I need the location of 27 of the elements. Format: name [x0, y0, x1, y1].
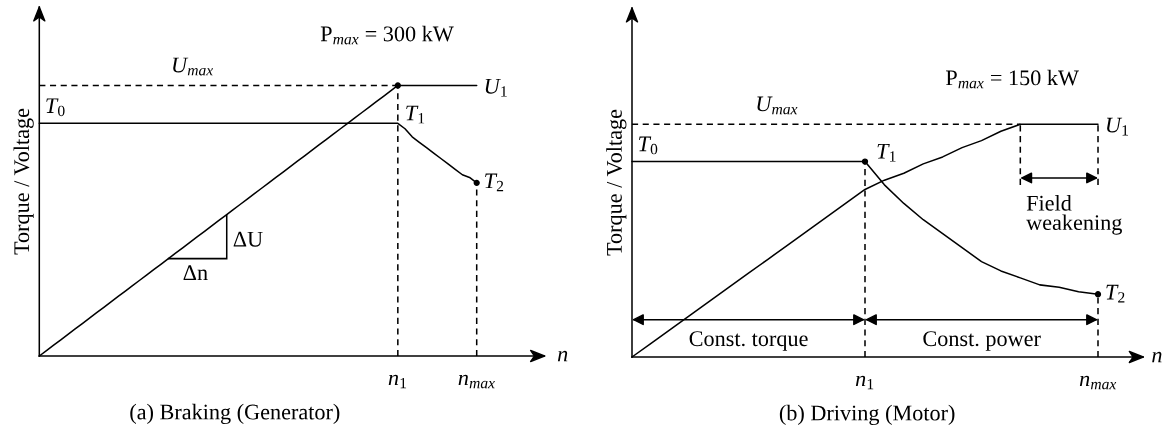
annotation: T$_{0}$ [46, 98, 65, 117]
annotation: U$_{1}$ [1106, 117, 1129, 136]
y-axis-title: Torque / Voltage [13, 108, 34, 255]
annotation: T$_{1}$ [406, 105, 425, 124]
x-tick-label: n$_{1}$ [388, 374, 407, 389]
annotation: T$_{2}$ [1106, 284, 1125, 303]
x-axis-title: n [1152, 351, 1162, 363]
annotation: U$_{max}$ [173, 57, 214, 76]
annotation: T$_{2}$ [485, 173, 504, 192]
annotation: U$_{1}$ [485, 78, 507, 97]
text: P$_{max}$ = 150 kW [946, 69, 1079, 89]
x-tick-label: n$_{max}$ [1079, 375, 1117, 390]
annotation: T$_{0}$ [639, 136, 658, 155]
x-tick-label: n$_{1}$ [855, 375, 874, 390]
y-axis-title: Torque / Voltage [606, 109, 627, 256]
annotation: Const. power [923, 331, 1041, 351]
text: P$_{max}$ = 300 kW [320, 25, 454, 45]
annotation: T$_{1}$ [877, 143, 896, 162]
x-axis-title: n [557, 350, 568, 362]
text: (a) Braking (Generator) [130, 403, 340, 425]
x-tick-label: n$_{max}$ [458, 374, 495, 389]
annotation: ΔU [233, 231, 263, 247]
annotation: Δn [183, 265, 208, 280]
annotation: Field weakening [1026, 195, 1122, 235]
annotation: U$_{max}$ [757, 96, 798, 115]
text: (b) Driving (Motor) [779, 404, 955, 426]
annotation: Const. torque [689, 331, 808, 351]
